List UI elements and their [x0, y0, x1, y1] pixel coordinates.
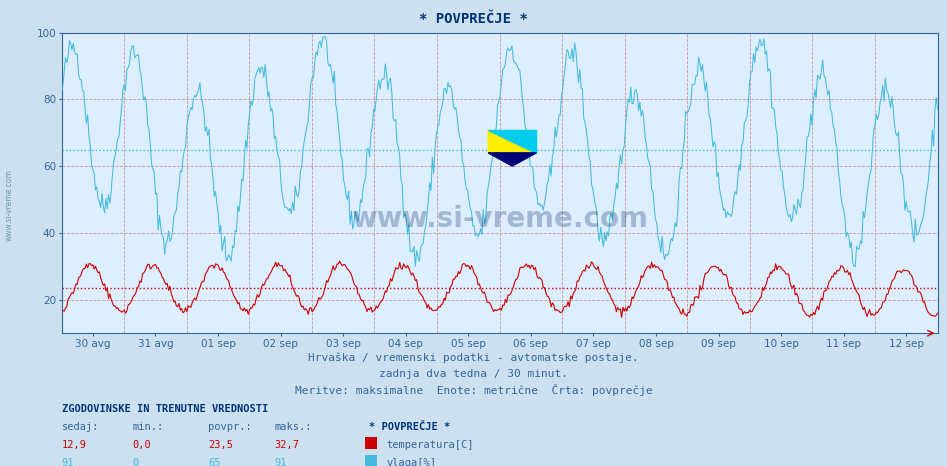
Text: 91: 91	[62, 458, 74, 466]
Text: ZGODOVINSKE IN TRENUTNE VREDNOSTI: ZGODOVINSKE IN TRENUTNE VREDNOSTI	[62, 404, 268, 414]
Text: sedaj:: sedaj:	[62, 422, 99, 432]
Text: min.:: min.:	[133, 422, 164, 432]
Polygon shape	[488, 130, 536, 153]
Text: vlaga[%]: vlaga[%]	[386, 458, 437, 466]
Text: Hrvaška / vremenski podatki - avtomatske postaje.: Hrvaška / vremenski podatki - avtomatske…	[308, 353, 639, 363]
Text: Meritve: maksimalne  Enote: metrične  Črta: povprečje: Meritve: maksimalne Enote: metrične Črta…	[295, 384, 652, 396]
Text: 65: 65	[208, 458, 221, 466]
Text: www.si-vreme.com: www.si-vreme.com	[5, 169, 14, 241]
Text: 0,0: 0,0	[133, 440, 152, 450]
Polygon shape	[488, 130, 536, 153]
Text: temperatura[C]: temperatura[C]	[386, 440, 474, 450]
Text: 32,7: 32,7	[275, 440, 299, 450]
Text: 0: 0	[133, 458, 139, 466]
Text: 23,5: 23,5	[208, 440, 233, 450]
Text: www.si-vreme.com: www.si-vreme.com	[351, 205, 648, 233]
Text: * POVPREČJE *: * POVPREČJE *	[420, 12, 527, 26]
Text: 91: 91	[275, 458, 287, 466]
Text: zadnja dva tedna / 30 minut.: zadnja dva tedna / 30 minut.	[379, 370, 568, 379]
Text: * POVPREČJE *: * POVPREČJE *	[369, 422, 451, 432]
Polygon shape	[488, 153, 536, 166]
Text: maks.:: maks.:	[275, 422, 313, 432]
Text: povpr.:: povpr.:	[208, 422, 252, 432]
Text: 12,9: 12,9	[62, 440, 86, 450]
